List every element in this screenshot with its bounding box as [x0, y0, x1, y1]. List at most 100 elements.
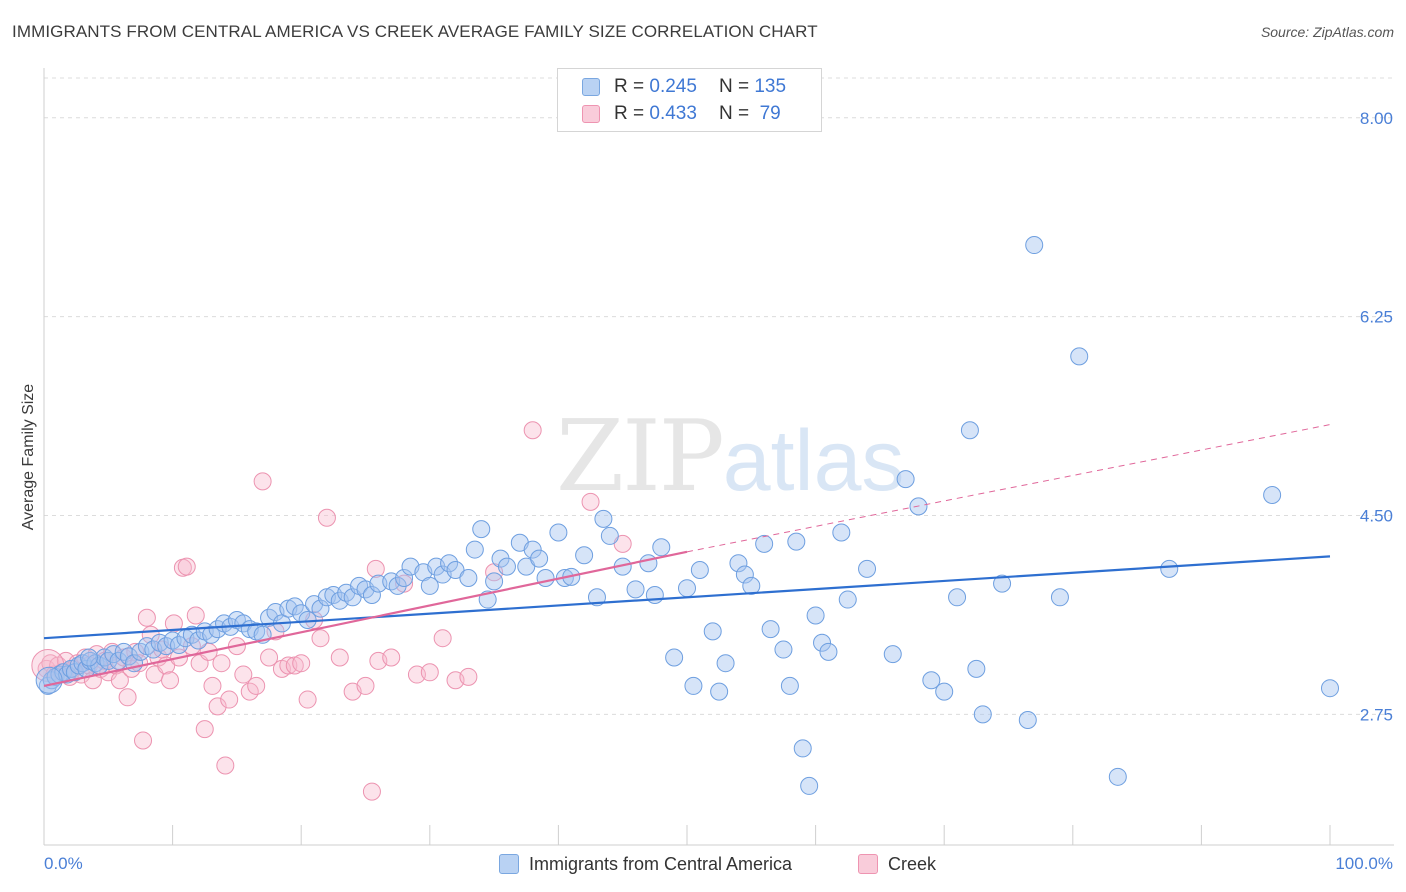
central-america-point	[1050, 588, 1069, 607]
central-america-point	[311, 599, 330, 618]
bottom-legend-swatch-pink	[858, 854, 878, 874]
legend-n-value: 135	[754, 76, 787, 97]
creek-points	[31, 421, 632, 801]
central-america-point	[1263, 486, 1282, 505]
central-america-point	[1160, 559, 1179, 578]
central-america-point	[1108, 767, 1127, 786]
y-tick-label: 2.75	[1360, 705, 1393, 724]
central-america-point	[395, 568, 414, 587]
creek-point	[247, 676, 266, 695]
central-america-point	[639, 554, 658, 573]
creek-point	[208, 697, 227, 716]
creek-point	[298, 690, 317, 709]
central-america-point	[774, 640, 793, 659]
central-america-point	[665, 648, 684, 667]
x-tick-label-max: 100.0%	[1335, 854, 1393, 873]
central-america-point	[742, 576, 761, 595]
central-america-point	[838, 590, 857, 609]
creek-point	[212, 654, 231, 673]
creek-point	[613, 534, 632, 553]
creek-point	[110, 671, 129, 690]
central-america-point	[446, 561, 465, 580]
bottom-legend-swatch-blue	[499, 854, 519, 874]
creek-point	[362, 782, 381, 801]
creek-point	[161, 671, 180, 690]
central-america-point	[285, 597, 304, 616]
central-america-point	[465, 540, 484, 559]
creek-point	[203, 676, 222, 695]
creek-point	[523, 421, 542, 440]
bottom-legend-creek: Creek	[858, 852, 936, 876]
legend-swatch-pink	[582, 105, 600, 123]
legend-r-value: 0.433	[649, 103, 697, 124]
legend-r-label: R =	[614, 103, 645, 124]
central-america-point	[896, 470, 915, 489]
central-america-point	[80, 648, 99, 667]
bottom-legend-label-creek: Creek	[888, 853, 937, 874]
legend-n-label: N =	[718, 76, 750, 97]
creek-trend-line	[43, 550, 688, 687]
central-america-point	[948, 588, 967, 607]
central-america-point	[1070, 347, 1089, 366]
central-america-point	[549, 523, 568, 542]
central-america-point	[883, 645, 902, 664]
central-america-point	[645, 586, 664, 605]
central-america-point	[793, 739, 812, 758]
central-america-point	[536, 568, 555, 587]
creek-point	[581, 492, 600, 511]
y-tick-label: 8.00	[1360, 109, 1393, 128]
central-america-point	[523, 540, 542, 559]
legend-row-central-america: R = 0.245 N = 135	[582, 76, 786, 98]
creek-trend-extension	[686, 424, 1331, 553]
creek-point	[220, 690, 239, 709]
central-america-point	[800, 776, 819, 795]
central-america-point	[575, 546, 594, 565]
central-america-point	[813, 633, 832, 652]
central-america-point	[652, 538, 671, 557]
watermark-zip: ZIP	[556, 400, 725, 514]
creek-point	[382, 648, 401, 667]
central-america-point	[587, 588, 606, 607]
central-america-points	[35, 236, 1339, 795]
central-america-point	[678, 579, 696, 598]
watermark-atlas: atlas	[722, 413, 905, 509]
central-america-trend-line	[43, 555, 1331, 640]
legend-n-value: 79	[754, 103, 781, 124]
central-america-point	[420, 576, 439, 595]
creek-point	[260, 648, 279, 667]
central-america-point	[440, 554, 459, 573]
central-america-point	[832, 523, 851, 542]
y-tick-label: 4.50	[1360, 506, 1393, 525]
central-america-point	[703, 622, 722, 641]
central-america-point	[819, 642, 838, 661]
creek-point	[186, 606, 205, 625]
y-axis-title: Average Family Size	[20, 384, 37, 531]
bottom-legend-central-america: Immigrants from Central America	[499, 852, 792, 876]
bottom-legend-label-central-america: Immigrants from Central America	[529, 853, 793, 874]
axis-labels: 2.75 4.50 6.25 8.00 0.0% 100.0% Average Family…	[20, 109, 1393, 873]
central-america-point	[761, 620, 780, 639]
creek-point	[366, 559, 385, 578]
creek-point	[292, 654, 311, 673]
creek-point	[356, 676, 375, 695]
watermark: ZIPatlas	[556, 400, 904, 514]
central-america-point	[517, 557, 536, 576]
creek-point	[118, 688, 137, 707]
legend-n-label: N =	[718, 103, 750, 124]
central-america-point	[858, 559, 877, 578]
creek-point	[216, 756, 235, 775]
central-america-point	[993, 574, 1012, 593]
creek-point	[195, 720, 214, 739]
central-america-point	[485, 572, 504, 591]
legend-swatch-blue	[582, 78, 600, 96]
central-america-point	[967, 659, 986, 678]
central-america-point	[922, 671, 941, 690]
central-america-point	[472, 520, 491, 539]
creek-point	[311, 629, 330, 648]
creek-point	[234, 665, 253, 684]
chart-title: IMMIGRANTS FROM CENTRAL AMERICA VS CREEK…	[12, 22, 818, 41]
y-tick-label: 6.25	[1360, 308, 1393, 327]
central-america-point	[973, 705, 992, 724]
source-label: Source: ZipAtlas.com	[1260, 24, 1394, 40]
